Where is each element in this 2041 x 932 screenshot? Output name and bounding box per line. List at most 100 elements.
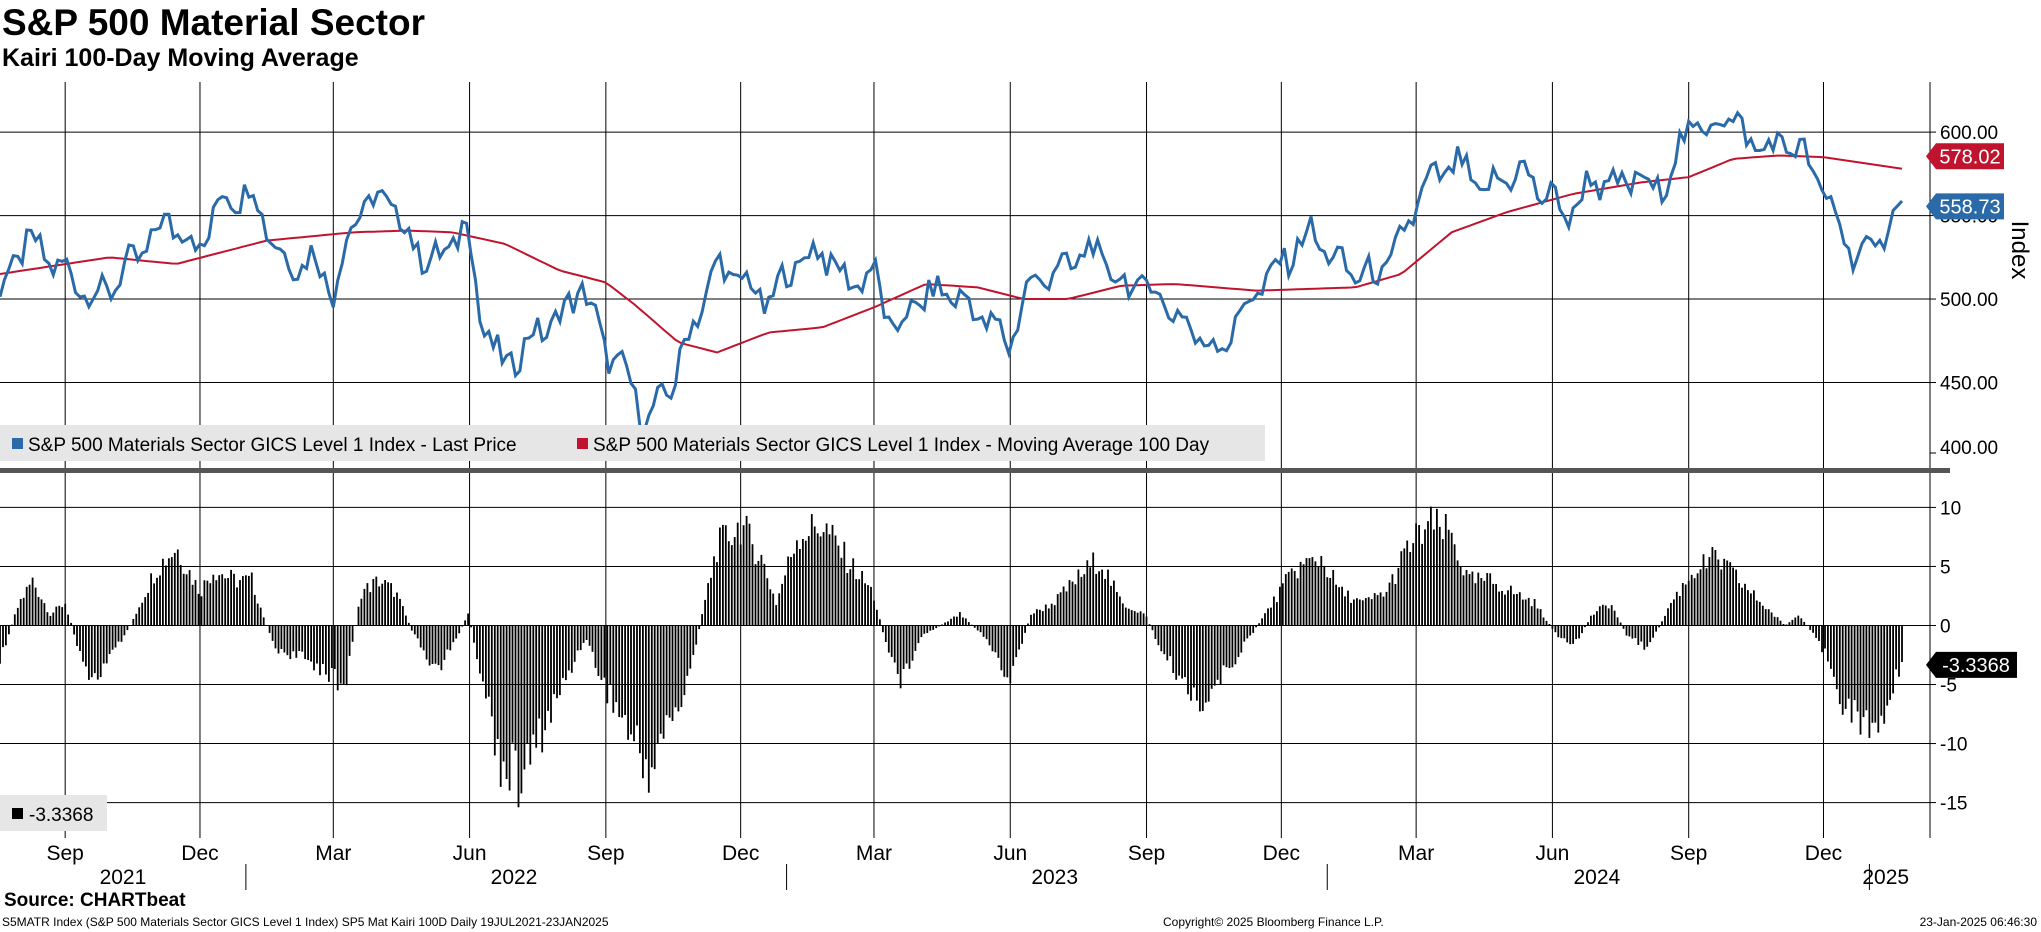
kairi-bar [1521, 599, 1524, 626]
kairi-bar [452, 625, 455, 643]
kairi-bar [1329, 578, 1332, 626]
kairi-bar [1797, 615, 1800, 626]
kairi-bar [1738, 583, 1740, 626]
kairi-bar [1287, 571, 1290, 626]
kairi-bar [650, 625, 653, 768]
kairi-bar [301, 625, 304, 652]
kairi-bar [1136, 612, 1139, 626]
kairi-bar [653, 625, 656, 770]
kairi-bar [819, 536, 822, 626]
kairi-bar [523, 625, 526, 770]
kairi-bar [1039, 609, 1041, 626]
kairi-bar [751, 544, 754, 626]
kairi-bar [49, 615, 52, 626]
kairi-bar [224, 578, 227, 626]
kairi-bar [1199, 625, 1201, 712]
kairi-bar [168, 558, 170, 626]
kairi-bar [1868, 625, 1871, 738]
kairi-bar [40, 599, 43, 626]
kairi-bar [1465, 570, 1468, 626]
kairi-bar [1539, 609, 1542, 626]
kairi-bar [1809, 625, 1812, 630]
kairi-bar [719, 527, 721, 626]
kairi-bar [698, 625, 701, 630]
kairi-bar [1252, 625, 1255, 633]
kairi-bar [1578, 625, 1580, 639]
kairi-bar [1510, 585, 1512, 626]
x-month-label: Mar [1398, 842, 1434, 865]
kairi-bar [1486, 573, 1489, 626]
kairi-bar [126, 625, 129, 631]
kairi-bar [1009, 625, 1012, 684]
kairi-bar [1613, 610, 1616, 626]
kairi-bar [162, 558, 164, 626]
kairi-bar [1409, 552, 1412, 626]
kairi-bar [1862, 625, 1865, 718]
kairi-bar [1012, 625, 1015, 666]
kairi-bar [1616, 617, 1619, 626]
kairi-bar [1353, 599, 1355, 626]
kairi-bar [1462, 575, 1465, 626]
kairi-bar [434, 625, 437, 664]
kairi-bar [567, 625, 570, 671]
kairi-bar [1815, 625, 1817, 638]
kairi-bar [1311, 557, 1314, 626]
kairi-bar [541, 625, 544, 753]
kairi-bar [1518, 592, 1521, 626]
kairi-bar [1382, 596, 1385, 626]
kairi-bar [1148, 624, 1151, 626]
kairi-bar [1492, 583, 1495, 626]
kairi-bar [1347, 590, 1349, 626]
kairi-bar [440, 625, 443, 671]
kairi-bar [1877, 625, 1880, 733]
kairi-bar [1554, 625, 1557, 633]
kairi-bar [1219, 625, 1222, 685]
kairi-bar [138, 607, 141, 626]
kairi-bar [123, 625, 126, 636]
kairi-bar [1421, 543, 1423, 626]
kairi-bar [482, 625, 484, 682]
kairi-bar [902, 625, 905, 669]
kairi-bar [1092, 552, 1095, 626]
kairi-bar [724, 525, 727, 626]
kairi-bar [1201, 625, 1204, 711]
kairi-bar [1284, 574, 1287, 626]
kairi-bar [1744, 583, 1746, 626]
kairi-bar [1889, 625, 1891, 700]
kairi-bar [345, 625, 348, 686]
kairi-bar [1323, 565, 1326, 626]
kairi-bar [1696, 573, 1699, 626]
kairi-bar [1184, 625, 1186, 678]
kairi-bar [1773, 616, 1776, 626]
kairi-tick-label: 10 [1940, 498, 1961, 519]
kairi-bar [25, 586, 28, 626]
kairi-bar [1193, 625, 1195, 688]
kairi-bar [1785, 624, 1788, 626]
legend-label-ma: S&P 500 Materials Sector GICS Level 1 In… [593, 435, 1210, 456]
kairi-bar [562, 625, 564, 678]
kairi-bar [1056, 594, 1059, 626]
kairi-bar [1741, 587, 1743, 626]
kairi-bar [858, 579, 861, 626]
kairi-bar [1838, 625, 1841, 705]
kairi-bar [1024, 625, 1026, 633]
kairi-bar [781, 583, 783, 626]
kairi-bar [840, 557, 843, 626]
kairi-bar [1530, 606, 1533, 626]
kairi-bar [1190, 625, 1192, 701]
kairi-bar [70, 622, 72, 626]
kairi-bar [831, 524, 834, 626]
kairi-bar [1631, 625, 1634, 639]
kairi-bar [73, 625, 75, 635]
kairi-bar [588, 625, 591, 646]
kairi-bar [1720, 569, 1723, 626]
kairi-bar [828, 534, 831, 626]
kairi-bar [807, 536, 810, 626]
kairi-bar [1566, 625, 1569, 643]
kairi-bar [1166, 625, 1169, 661]
kairi-bar [941, 624, 943, 626]
kairi-bar [1770, 612, 1773, 626]
kairi-bar [1053, 605, 1056, 626]
kairi-bar [363, 588, 366, 626]
kairi-bar [105, 625, 108, 664]
